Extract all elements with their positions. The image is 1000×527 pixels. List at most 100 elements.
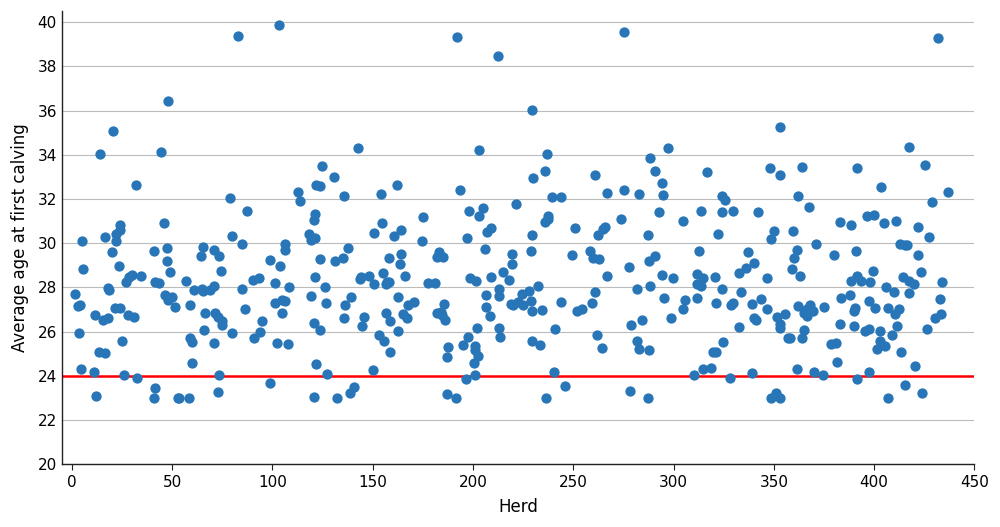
- Point: [530, 281, 546, 290]
- Point: [133, 271, 149, 280]
- Point: [505, 301, 521, 309]
- Point: [329, 394, 345, 402]
- Point: [429, 253, 445, 261]
- Point: [467, 346, 483, 355]
- Point: [319, 369, 335, 378]
- Point: [392, 259, 408, 268]
- Point: [420, 279, 436, 287]
- Point: [897, 241, 913, 249]
- Point: [893, 347, 909, 356]
- Point: [234, 285, 250, 293]
- Point: [308, 360, 324, 368]
- Point: [251, 274, 267, 282]
- Point: [224, 329, 240, 338]
- Point: [389, 181, 405, 189]
- Point: [439, 390, 455, 398]
- Point: [211, 371, 227, 379]
- Point: [695, 274, 711, 282]
- Point: [491, 291, 507, 300]
- Point: [933, 310, 949, 318]
- Point: [703, 364, 719, 373]
- Point: [590, 230, 606, 239]
- Point: [354, 322, 370, 330]
- Point: [714, 192, 730, 201]
- Point: [303, 236, 319, 245]
- Point: [470, 352, 486, 360]
- Point: [539, 150, 555, 158]
- Point: [515, 300, 531, 309]
- Point: [832, 320, 848, 328]
- Point: [267, 299, 283, 307]
- Point: [642, 154, 658, 163]
- Point: [629, 284, 645, 292]
- Point: [857, 326, 873, 335]
- Point: [919, 325, 935, 333]
- Point: [271, 21, 287, 29]
- Point: [622, 387, 638, 395]
- Point: [184, 337, 200, 346]
- Point: [366, 228, 382, 237]
- Point: [805, 307, 821, 315]
- Point: [491, 285, 507, 293]
- Point: [789, 246, 805, 254]
- Point: [195, 243, 211, 251]
- Point: [281, 282, 297, 291]
- Point: [245, 276, 261, 285]
- Point: [790, 191, 806, 200]
- Point: [365, 366, 381, 374]
- Point: [437, 316, 453, 324]
- Point: [715, 337, 731, 346]
- Point: [689, 294, 705, 302]
- Point: [307, 210, 323, 218]
- Point: [740, 248, 756, 256]
- Point: [599, 189, 615, 197]
- Point: [280, 340, 296, 348]
- Point: [262, 255, 278, 264]
- Point: [584, 299, 600, 308]
- Point: [126, 313, 142, 321]
- Point: [772, 320, 788, 328]
- Point: [849, 374, 865, 383]
- Point: [100, 284, 116, 292]
- Point: [366, 280, 382, 288]
- Point: [374, 219, 390, 227]
- Point: [934, 278, 950, 286]
- Point: [159, 257, 175, 265]
- Point: [230, 32, 246, 41]
- Point: [816, 303, 832, 311]
- Point: [129, 373, 145, 382]
- Point: [640, 394, 656, 402]
- Point: [503, 299, 519, 308]
- Point: [274, 308, 290, 317]
- Point: [468, 277, 484, 286]
- Point: [796, 308, 812, 317]
- Point: [120, 311, 136, 319]
- Point: [884, 331, 900, 339]
- Point: [843, 277, 859, 286]
- Point: [342, 388, 358, 397]
- Point: [108, 230, 124, 238]
- Point: [376, 337, 392, 346]
- Point: [707, 273, 723, 281]
- Point: [206, 246, 222, 254]
- Point: [118, 278, 134, 286]
- Point: [427, 278, 443, 287]
- Point: [766, 227, 782, 236]
- Point: [843, 221, 859, 229]
- Point: [647, 167, 663, 175]
- Point: [914, 388, 930, 397]
- Point: [197, 309, 213, 317]
- Point: [147, 384, 163, 393]
- Point: [547, 325, 563, 333]
- Point: [538, 394, 554, 402]
- Point: [164, 293, 180, 301]
- Point: [482, 312, 498, 320]
- Point: [731, 323, 747, 331]
- Point: [477, 245, 493, 253]
- Point: [524, 231, 540, 239]
- Point: [510, 297, 526, 306]
- Point: [873, 183, 889, 191]
- Point: [654, 179, 670, 187]
- Point: [790, 302, 806, 311]
- Point: [642, 281, 658, 290]
